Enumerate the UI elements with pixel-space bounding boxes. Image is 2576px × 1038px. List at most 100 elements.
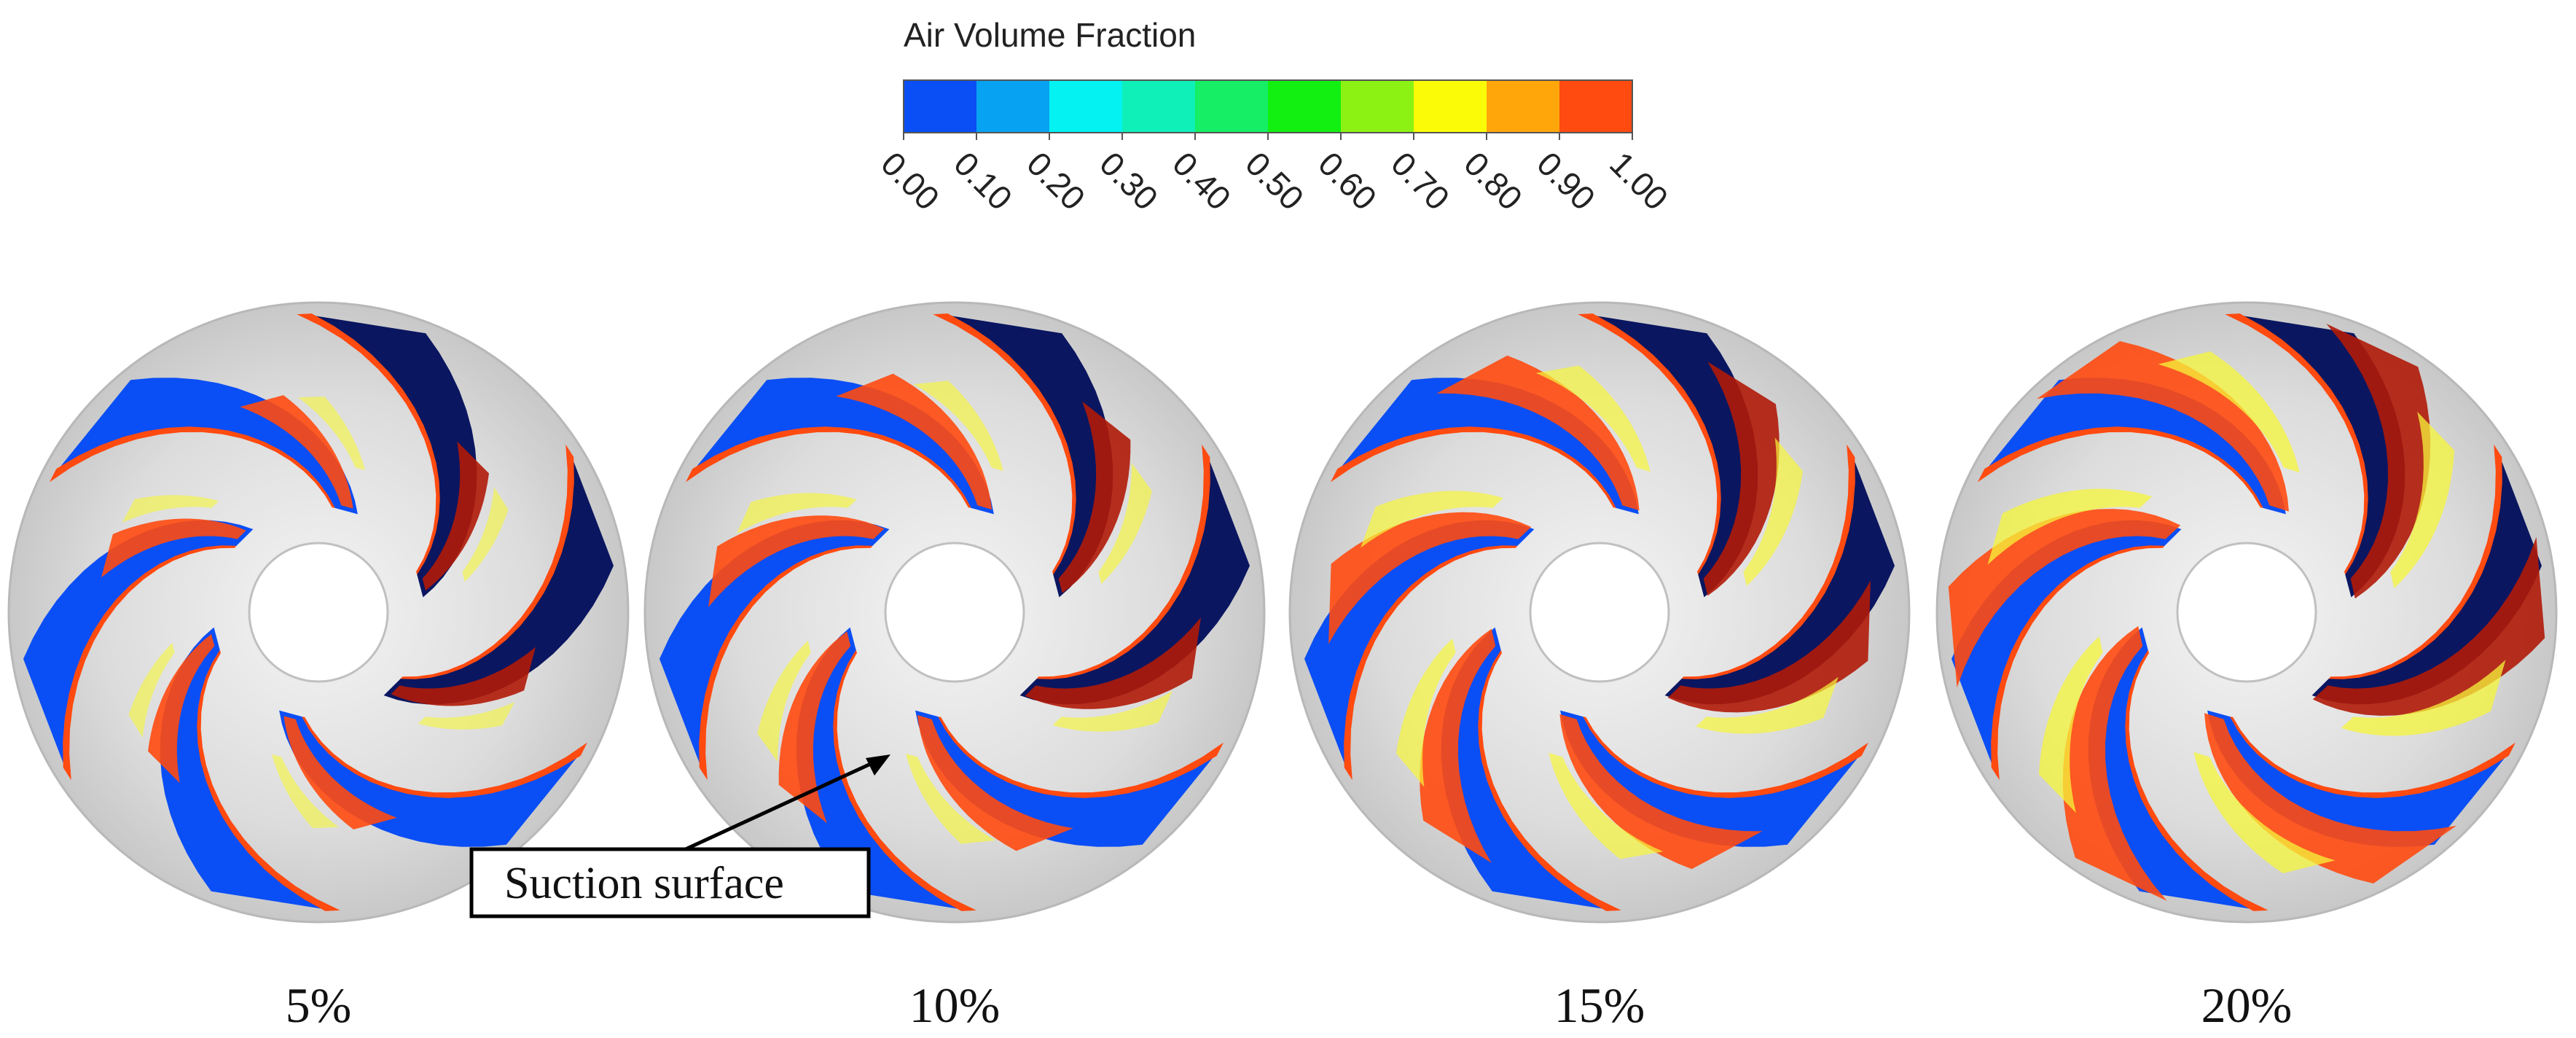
impeller-2: 10%	[643, 301, 1266, 1033]
transition-zone	[2390, 411, 2455, 589]
legend-tick-label: 0.90	[1530, 144, 1602, 217]
air-pocket	[1328, 512, 1532, 644]
suction-surface-annotation: Suction surface	[469, 754, 890, 918]
flow-passage	[2088, 627, 2263, 911]
transition-zone	[906, 753, 996, 844]
transition-zone	[1549, 752, 1664, 859]
legend-ticks: 0.00 0.10 0.20 0.30 0.40 0.50 0.60 0.70 0.80 0.90…	[874, 133, 1675, 217]
air-pocket	[2062, 625, 2167, 901]
air-pocket	[2036, 341, 2289, 512]
impeller-row: 5% 10% 15% 20%	[7, 301, 2558, 1033]
flow-passage	[1583, 313, 1758, 598]
air-pocket	[101, 518, 246, 578]
legend-tick-label: 0.30	[1092, 144, 1165, 217]
air-pocket	[836, 373, 993, 510]
transition-zone	[1052, 690, 1172, 732]
legend-swatch	[1341, 80, 1414, 133]
legend-swatch	[1487, 80, 1560, 133]
legend-colorbar	[903, 79, 1633, 133]
legend-tick-label: 1.00	[1602, 144, 1675, 217]
flow-passage	[383, 449, 614, 705]
transition-zone	[462, 487, 509, 582]
transition-zone	[757, 640, 811, 762]
legend-tick-label: 0.60	[1311, 144, 1384, 217]
air-pocket	[1703, 362, 1780, 596]
transition-zone	[272, 754, 340, 828]
legend-swatch	[976, 80, 1050, 133]
transition-zone	[297, 397, 365, 471]
transition-zone	[122, 495, 219, 523]
transition-zone	[2158, 351, 2300, 473]
flow-passage	[2231, 313, 2405, 598]
hub-eye	[2176, 542, 2317, 683]
legend-tick-label: 0.10	[947, 144, 1019, 217]
flow-passage	[302, 313, 477, 598]
flow-passage	[23, 520, 254, 776]
annotation-label: Suction surface	[504, 859, 784, 908]
air-pocket	[148, 633, 215, 784]
transition-zone	[737, 493, 857, 534]
air-pocket	[1420, 628, 1496, 863]
legend-swatch	[1559, 80, 1633, 133]
hub-eye	[884, 542, 1025, 683]
air-pocket	[778, 631, 851, 824]
air-pocket	[2326, 324, 2431, 599]
air-pocket	[1667, 580, 1871, 713]
air-pocket	[1948, 509, 2181, 688]
legend-swatch	[1414, 80, 1487, 133]
legend-tick-label: 0.50	[1238, 144, 1311, 217]
legend-tick-label: 0.70	[1384, 144, 1457, 217]
legend-swatch	[1049, 80, 1123, 133]
hub-eye	[1529, 542, 1670, 683]
air-pocket	[2312, 536, 2545, 716]
air-fraction-caption: 10%	[909, 977, 1001, 1033]
legend-swatch	[1195, 80, 1269, 133]
impeller-4: 20%	[1935, 301, 2558, 1033]
air-pocket	[283, 716, 397, 830]
flow-passage	[796, 627, 971, 911]
transition-zone	[1987, 488, 2153, 565]
impeller-1: 5%	[7, 301, 630, 1033]
legend-title: Air Volume Fraction	[904, 16, 1196, 54]
flow-passage	[1441, 627, 1616, 911]
transition-zone	[1535, 365, 1651, 472]
air-fraction-caption: 20%	[2201, 977, 2293, 1033]
air-pocket	[708, 515, 885, 607]
air-pocket	[240, 395, 353, 509]
transition-zone	[128, 642, 175, 738]
impeller-3: 15%	[1288, 301, 1911, 1033]
legend-tick-label: 0.20	[1019, 144, 1092, 217]
legend-swatch	[1122, 80, 1196, 133]
hub-eye	[248, 542, 389, 683]
legend-swatch	[1268, 80, 1342, 133]
annotation-arrow-line	[676, 756, 885, 855]
legend-swatch	[904, 80, 977, 133]
transition-zone	[2341, 660, 2506, 736]
legend-tick-label: 0.00	[874, 144, 947, 217]
color-legend: Air Volume Fraction 0.00 0.10 0.20 0.30 0.40…	[874, 16, 1675, 217]
air-fraction-caption: 5%	[286, 977, 352, 1033]
annotation-box	[469, 847, 871, 918]
air-pocket	[1436, 355, 1640, 511]
transition-zone	[1098, 463, 1152, 585]
air-pocket	[1025, 617, 1201, 709]
air-fraction-caption: 15%	[1554, 977, 1645, 1033]
air-pocket	[1058, 401, 1131, 593]
legend-tick-label: 0.40	[1165, 144, 1238, 217]
air-pocket	[422, 441, 489, 591]
transition-zone	[913, 381, 1003, 472]
air-pocket	[2204, 713, 2457, 883]
flow-passage	[939, 313, 1113, 598]
air-pocket	[917, 715, 1073, 851]
transition-zone	[1396, 638, 1456, 787]
transition-zone	[418, 702, 515, 730]
air-pocket	[391, 647, 536, 706]
air-pocket	[1559, 714, 1763, 870]
transition-zone	[1743, 437, 1803, 587]
flow-passage	[160, 627, 334, 911]
legend-tick-label: 0.80	[1457, 144, 1530, 217]
transition-zone	[1696, 676, 1839, 734]
transition-zone	[2193, 752, 2336, 873]
